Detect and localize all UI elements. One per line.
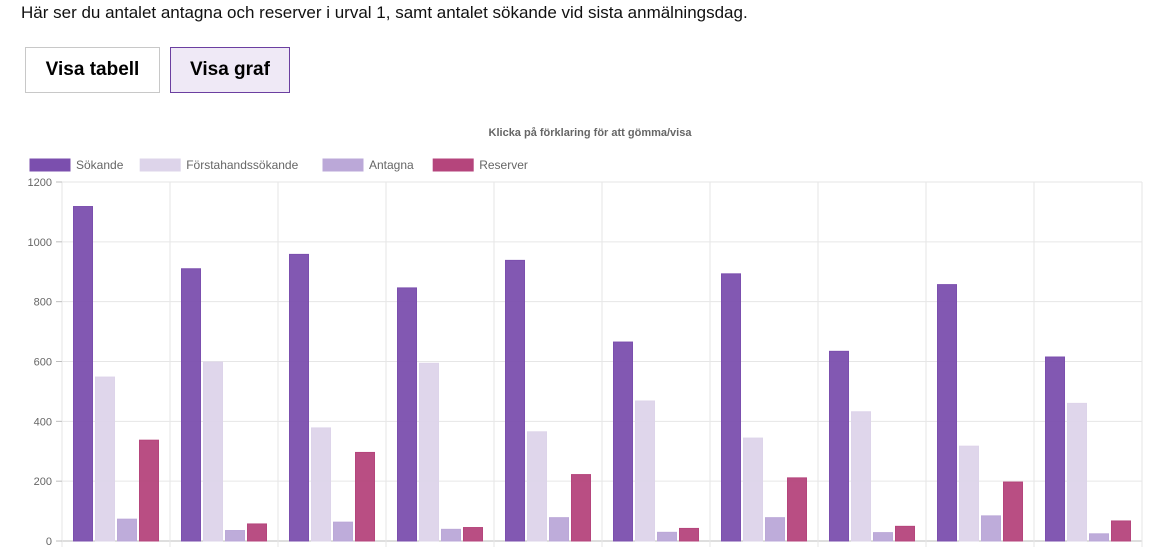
bar-s-kande-5 <box>613 341 633 542</box>
bar-f-rstahandss-kande-8 <box>959 445 979 542</box>
legend-item-3[interactable]: Reserver <box>432 158 528 172</box>
y-tick-label: 0 <box>46 536 52 548</box>
show-table-button[interactable]: Visa tabell <box>25 47 160 93</box>
intro-text: Här ser du antalet antagna och reserver … <box>21 3 748 22</box>
bar-antagna-9 <box>1089 533 1109 542</box>
bar-reserver-1 <box>247 523 267 542</box>
y-tick-label: 400 <box>34 416 52 428</box>
bar-f-rstahandss-kande-3 <box>419 362 439 542</box>
y-axis: 0 200 400 600 800 1000 1200 <box>28 177 62 548</box>
chart-legend[interactable]: Sökande Förstahandssökande Antagna Reserver <box>29 158 528 172</box>
bar-antagna-7 <box>873 532 893 542</box>
legend-swatch <box>29 158 71 172</box>
chart-bars <box>73 206 1131 542</box>
bar-reserver-0 <box>139 439 159 542</box>
bar-f-rstahandss-kande-2 <box>311 427 331 542</box>
bar-f-rstahandss-kande-6 <box>743 437 763 542</box>
bar-antagna-5 <box>657 531 677 542</box>
legend-swatch <box>322 158 364 172</box>
bar-s-kande-6 <box>721 273 741 542</box>
bar-reserver-8 <box>1003 481 1023 542</box>
y-tick-label: 800 <box>34 297 52 309</box>
bar-f-rstahandss-kande-0 <box>95 376 115 542</box>
y-tick-label: 600 <box>34 357 52 369</box>
chart-title: Klicka på förklaring för att gömma/visa <box>489 127 693 139</box>
y-tick-label: 200 <box>34 476 52 488</box>
bar-antagna-0 <box>117 518 137 542</box>
chart-grid <box>61 181 1143 547</box>
bar-s-kande-2 <box>289 253 309 542</box>
bar-reserver-9 <box>1111 520 1131 542</box>
legend-label: Förstahandssökande <box>186 158 298 172</box>
bar-chart: Klicka på förklaring för att gömma/visa … <box>28 127 1143 548</box>
legend-swatch <box>139 158 181 172</box>
y-tick-label: 1200 <box>28 177 52 189</box>
y-tick-label: 1000 <box>28 237 52 249</box>
bar-s-kande-9 <box>1045 356 1065 542</box>
bar-reserver-4 <box>571 474 591 542</box>
bar-f-rstahandss-kande-7 <box>851 411 871 542</box>
bar-s-kande-3 <box>397 287 417 542</box>
bar-f-rstahandss-kande-4 <box>527 431 547 542</box>
legend-item-0[interactable]: Sökande <box>29 158 124 172</box>
legend-label: Sökande <box>76 158 124 172</box>
bar-f-rstahandss-kande-9 <box>1067 402 1087 542</box>
bar-reserver-7 <box>895 525 915 542</box>
legend-label: Reserver <box>479 158 528 172</box>
bar-antagna-3 <box>441 528 461 542</box>
bar-reserver-6 <box>787 477 807 542</box>
bar-f-rstahandss-kande-1 <box>203 361 223 542</box>
bar-reserver-3 <box>463 527 483 542</box>
bar-reserver-5 <box>679 527 699 542</box>
bar-reserver-2 <box>355 451 375 542</box>
bar-s-kande-7 <box>829 350 849 542</box>
bar-s-kande-1 <box>181 268 201 542</box>
bar-s-kande-8 <box>937 284 957 542</box>
bar-s-kande-4 <box>505 259 525 542</box>
bar-antagna-6 <box>765 517 785 542</box>
bar-antagna-1 <box>225 530 245 542</box>
legend-label: Antagna <box>369 158 414 172</box>
bar-s-kande-0 <box>73 206 93 542</box>
bar-antagna-4 <box>549 517 569 542</box>
bar-antagna-8 <box>981 515 1001 542</box>
legend-item-1[interactable]: Förstahandssökande <box>139 158 299 172</box>
bar-antagna-2 <box>333 521 353 542</box>
legend-swatch <box>432 158 474 172</box>
legend-item-2[interactable]: Antagna <box>322 158 414 172</box>
show-graph-button[interactable]: Visa graf <box>170 47 290 93</box>
bar-f-rstahandss-kande-5 <box>635 400 655 542</box>
